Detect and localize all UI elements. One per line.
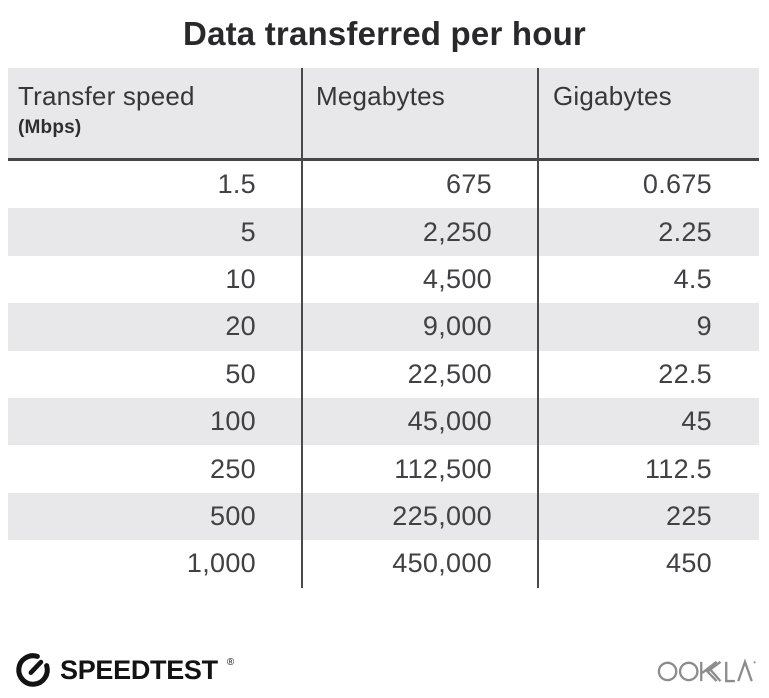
table-row: 50 22,500 22.5 — [8, 350, 759, 398]
table-body: 1.5 675 0.675 5 2,250 2.25 10 4,500 4.5 … — [8, 161, 759, 588]
cell-speed: 20 — [225, 311, 256, 342]
ookla-wordmark-icon: OOKLA — [657, 657, 756, 682]
cell-gigabytes: 2.25 — [658, 216, 712, 247]
table-row: 1,000 450,000 450 — [8, 540, 759, 588]
column-header-megabytes: Megabytes — [302, 68, 538, 158]
column-header-label: Transfer speed — [18, 81, 195, 111]
table-row: 100 45,000 45 — [8, 397, 759, 446]
header-divider-line — [8, 158, 759, 161]
column-header-label: Gigabytes — [553, 81, 672, 111]
cell-speed: 1,000 — [186, 548, 256, 579]
cell-megabytes: 9,000 — [422, 311, 492, 342]
footer: SPEEDTEST ® OOKLA — [14, 646, 757, 694]
registered-trademark-icon: ® — [226, 656, 235, 668]
column-divider-2 — [537, 68, 539, 588]
cell-gigabytes: 9 — [696, 311, 712, 342]
table-header-row: Transfer speed (Mbps) Megabytes Gigabyte… — [8, 68, 759, 158]
table-row: 250 112,500 112.5 — [8, 445, 759, 493]
column-header-transfer-speed: Transfer speed (Mbps) — [8, 68, 302, 158]
cell-gigabytes: 22.5 — [658, 358, 712, 389]
speedtest-logo: SPEEDTEST ® — [14, 651, 235, 689]
cell-speed: 1.5 — [217, 169, 256, 200]
cell-megabytes: 675 — [446, 169, 492, 200]
cell-megabytes: 4,500 — [422, 263, 492, 294]
data-table: Transfer speed (Mbps) Megabytes Gigabyte… — [8, 68, 759, 588]
table-row: 10 4,500 4.5 — [8, 255, 759, 304]
column-header-label: Megabytes — [316, 81, 445, 111]
cell-speed: 10 — [225, 263, 256, 294]
column-header-sublabel: (Mbps) — [18, 117, 82, 138]
cell-gigabytes: 450 — [666, 548, 712, 579]
cell-gigabytes: 45 — [681, 406, 712, 437]
column-divider-1 — [301, 68, 303, 588]
cell-speed: 100 — [210, 406, 256, 437]
ookla-logo: OOKLA — [657, 656, 757, 685]
table-row: 500 225,000 225 — [8, 492, 759, 541]
table-row: 5 2,250 2.25 — [8, 208, 759, 256]
cell-megabytes: 450,000 — [392, 548, 492, 579]
speedtest-wordmark: SPEEDTEST — [60, 655, 218, 685]
cell-gigabytes: 4.5 — [673, 263, 712, 294]
column-header-gigabytes: Gigabytes — [538, 68, 759, 158]
cell-gigabytes: 225 — [666, 500, 712, 531]
cell-megabytes: 112,500 — [394, 453, 492, 484]
cell-speed: 250 — [210, 453, 256, 484]
table-row: 20 9,000 9 — [8, 303, 759, 351]
cell-megabytes: 225,000 — [392, 500, 492, 531]
cell-speed: 50 — [225, 358, 256, 389]
cell-gigabytes: 0.675 — [642, 169, 712, 200]
cell-speed: 5 — [240, 216, 256, 247]
speedtest-gauge-icon — [16, 653, 50, 687]
cell-megabytes: 2,250 — [422, 216, 492, 247]
cell-megabytes: 45,000 — [407, 406, 492, 437]
cell-gigabytes: 112.5 — [644, 453, 712, 484]
table-row: 1.5 675 0.675 — [8, 161, 759, 209]
cell-speed: 500 — [210, 500, 256, 531]
page-title: Data transferred per hour — [183, 15, 586, 52]
cell-megabytes: 22,500 — [407, 358, 492, 389]
